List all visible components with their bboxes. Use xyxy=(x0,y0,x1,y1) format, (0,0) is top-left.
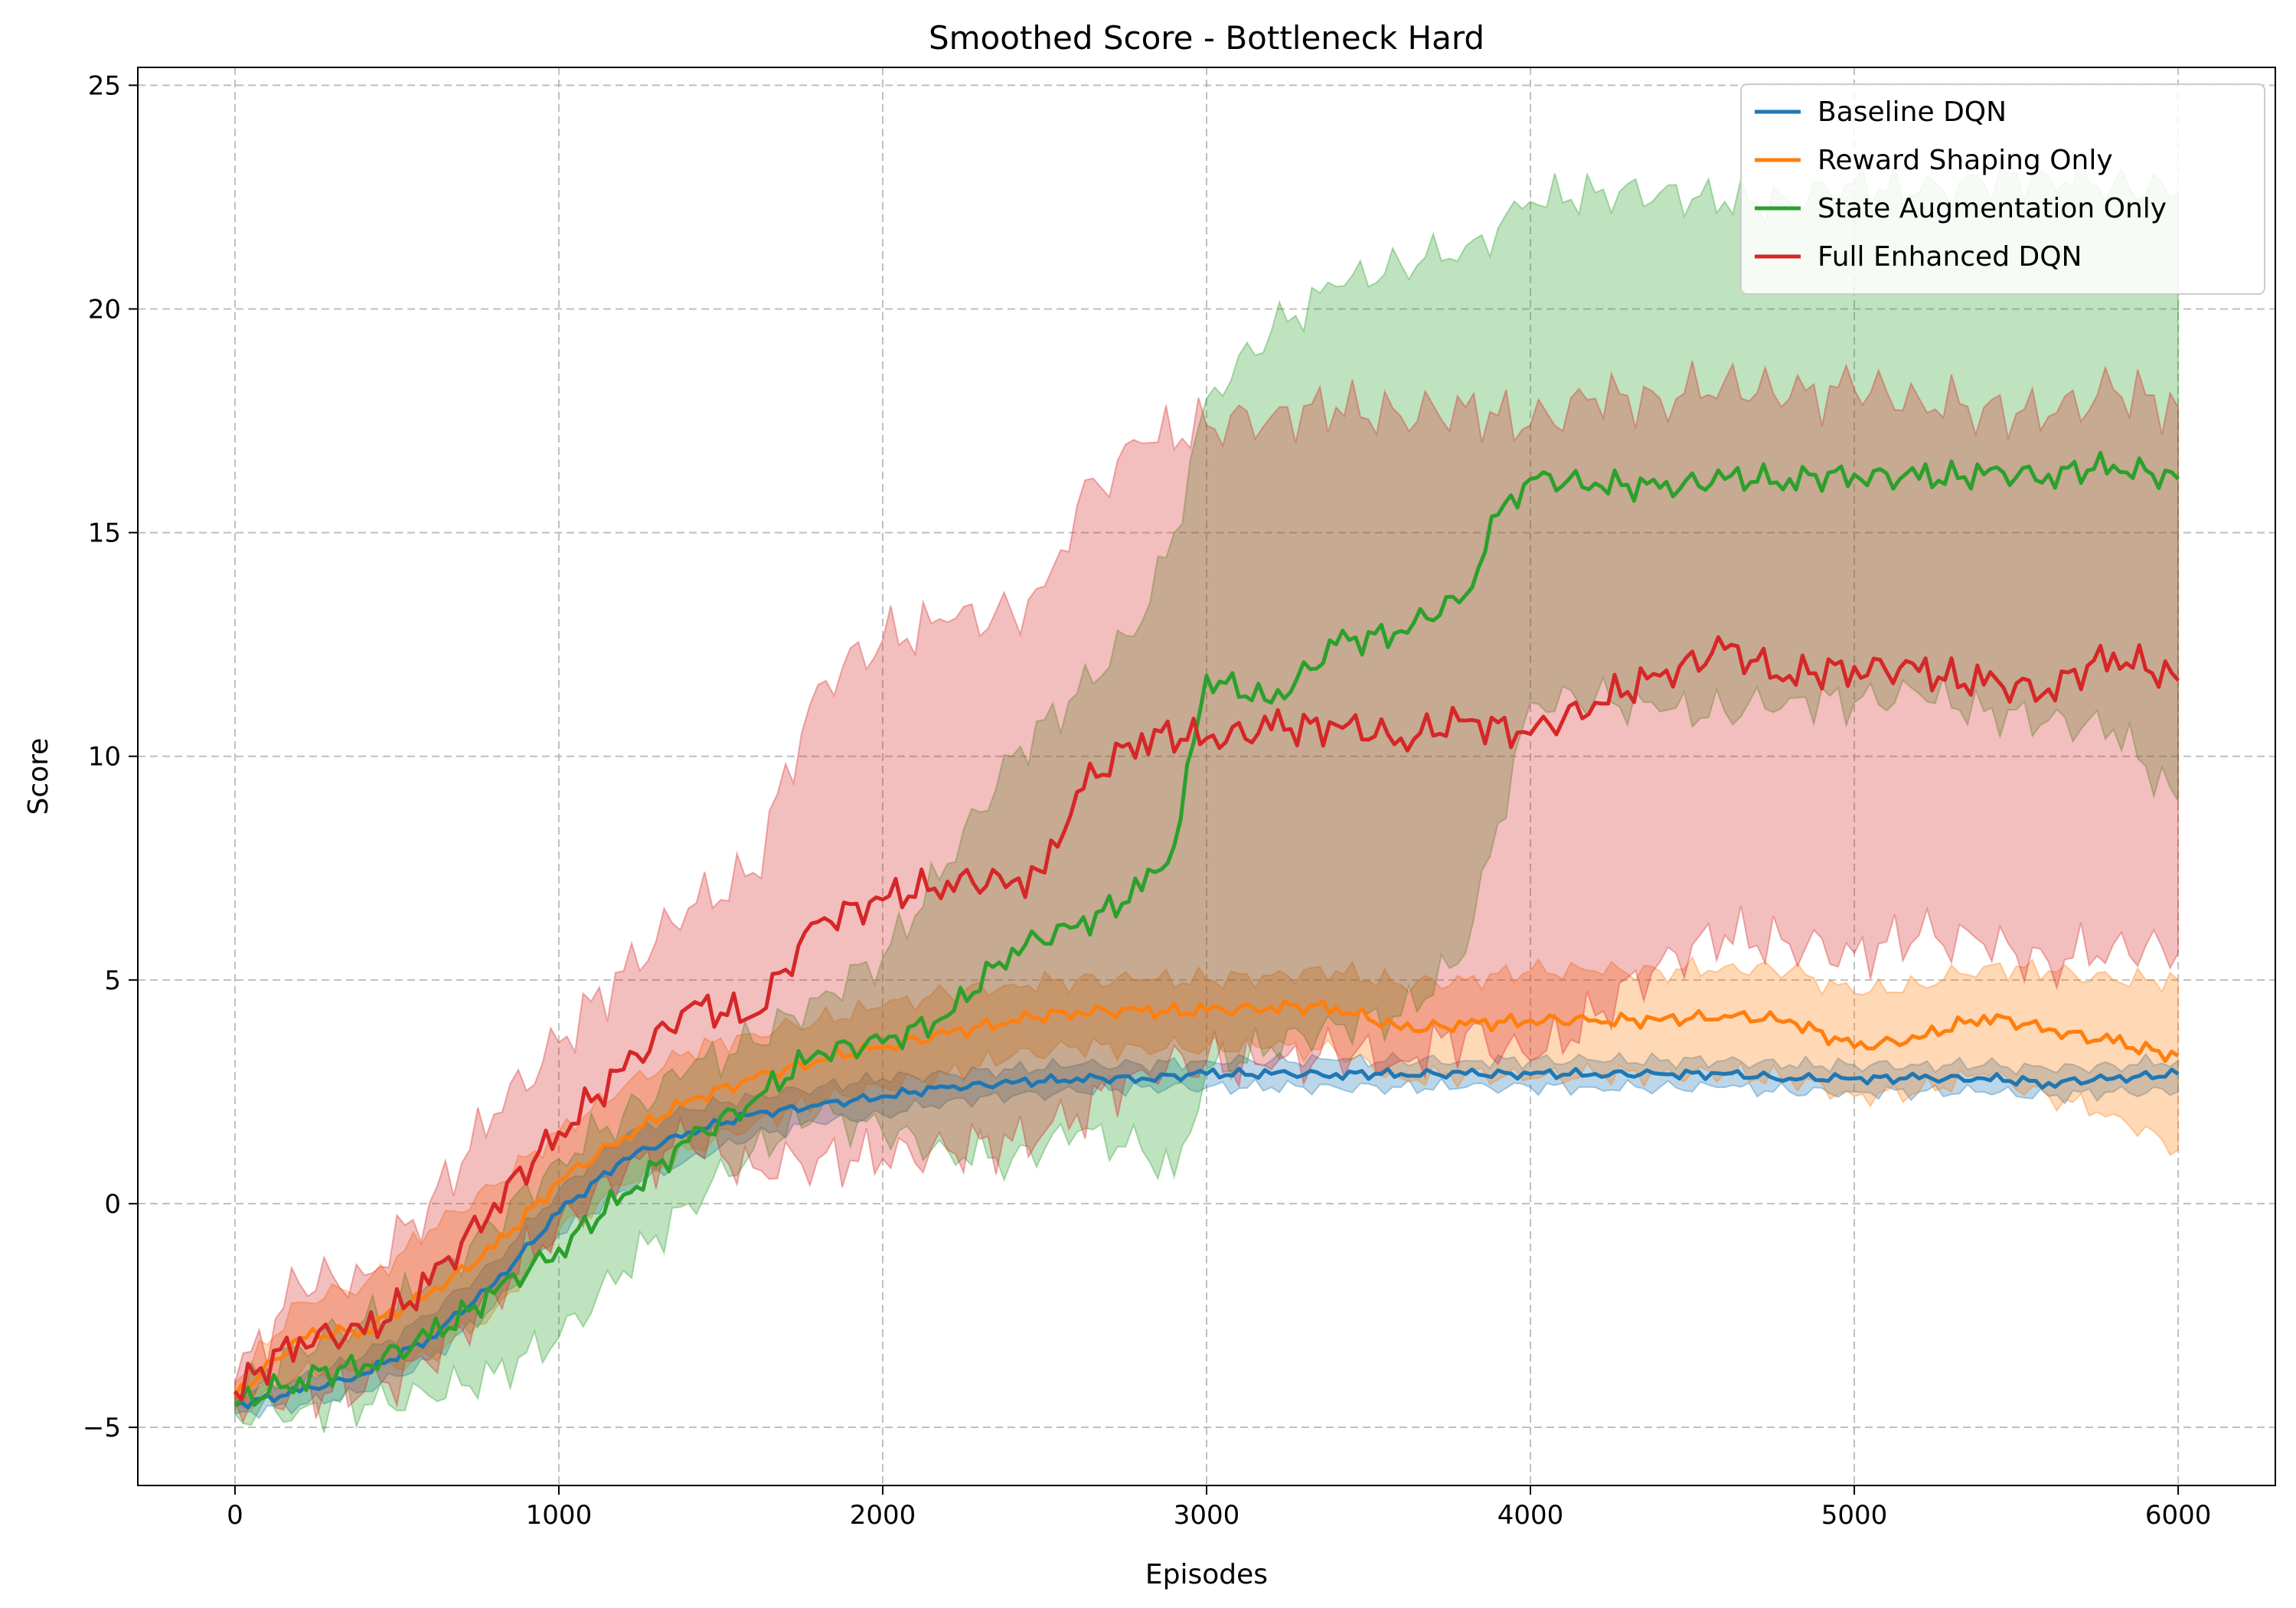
grid xyxy=(138,67,2275,1485)
y-tick-label: 15 xyxy=(88,518,121,549)
series-line-2 xyxy=(234,450,2180,1407)
series-lines xyxy=(233,450,2180,1410)
x-tick-label: 6000 xyxy=(2145,1500,2212,1531)
legend-entry: Reward Shaping Only xyxy=(1818,145,2113,176)
legend: Baseline DQN Reward Shaping Only State Aug… xyxy=(1740,83,2265,295)
y-tick-label: 10 xyxy=(88,742,121,773)
band-0 xyxy=(234,1051,2180,1420)
legend-entry: Full Enhanced DQN xyxy=(1818,241,2082,273)
y-tick-label: 25 xyxy=(88,70,121,101)
x-tick-label: 1000 xyxy=(526,1500,593,1531)
x-axis-label: Episodes xyxy=(1145,1559,1268,1590)
band-3 xyxy=(234,361,2180,1425)
y-tick-label: −5 xyxy=(83,1413,121,1443)
series-line-1 xyxy=(233,998,2180,1397)
y-tick-label: 20 xyxy=(88,294,121,325)
y-axis-label: Score xyxy=(23,738,54,815)
legend-box xyxy=(1740,83,2265,295)
legend-entry: Baseline DQN xyxy=(1818,96,2007,128)
x-tick-label: 4000 xyxy=(1497,1500,1564,1531)
x-tick-label: 2000 xyxy=(850,1500,916,1531)
series-line-0 xyxy=(234,1067,2180,1410)
x-tick-label: 5000 xyxy=(1821,1500,1888,1531)
band-1 xyxy=(234,956,2180,1412)
x-tick-label: 0 xyxy=(227,1500,243,1531)
axis-ticks: 0 1000 2000 3000 4000 5000 6000 −5 0 5 10 15 20 25 xyxy=(83,70,2211,1531)
y-tick-label: 5 xyxy=(104,966,121,996)
chart-title: Smoothed Score - Bottleneck Hard xyxy=(929,19,1484,57)
x-tick-label: 3000 xyxy=(1174,1500,1240,1531)
legend-entry: State Augmentation Only xyxy=(1818,193,2167,224)
y-tick-label: 0 xyxy=(104,1189,121,1220)
series-line-3 xyxy=(233,635,2180,1402)
